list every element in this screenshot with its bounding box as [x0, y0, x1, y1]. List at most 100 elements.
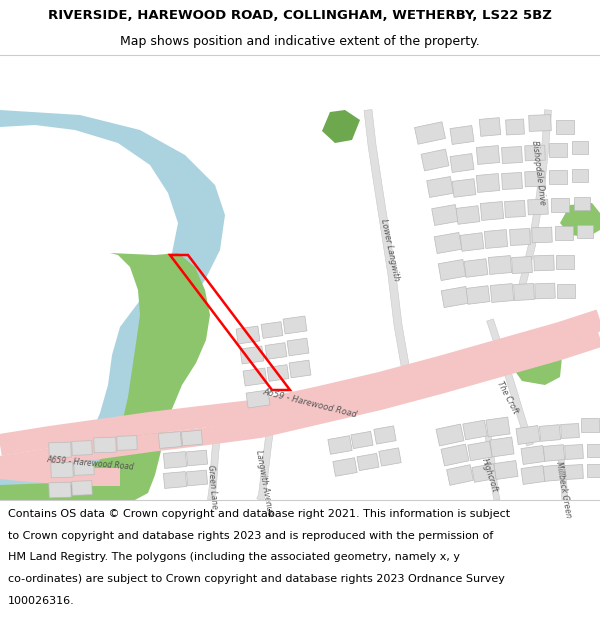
- Polygon shape: [557, 449, 568, 500]
- Polygon shape: [163, 452, 187, 468]
- Polygon shape: [94, 437, 116, 453]
- Polygon shape: [476, 174, 500, 192]
- Polygon shape: [289, 360, 311, 378]
- Polygon shape: [505, 201, 526, 217]
- Polygon shape: [544, 464, 565, 481]
- Polygon shape: [351, 431, 373, 449]
- Polygon shape: [560, 424, 580, 439]
- Polygon shape: [261, 322, 283, 338]
- Polygon shape: [374, 426, 396, 444]
- Polygon shape: [479, 118, 501, 136]
- Polygon shape: [556, 120, 574, 134]
- Polygon shape: [555, 226, 573, 240]
- Text: Green Lane: Green Lane: [206, 464, 218, 509]
- Text: RIVERSIDE, HAREWOOD ROAD, COLLINGHAM, WETHERBY, LS22 5BZ: RIVERSIDE, HAREWOOD ROAD, COLLINGHAM, WE…: [48, 9, 552, 22]
- Text: Contains OS data © Crown copyright and database right 2021. This information is : Contains OS data © Crown copyright and d…: [8, 509, 510, 519]
- Polygon shape: [486, 417, 510, 437]
- Text: The Croft: The Croft: [496, 379, 520, 415]
- Polygon shape: [450, 126, 474, 144]
- Polygon shape: [427, 176, 453, 198]
- Polygon shape: [549, 143, 567, 157]
- Polygon shape: [535, 283, 555, 299]
- Polygon shape: [487, 319, 533, 446]
- Polygon shape: [328, 436, 352, 454]
- Polygon shape: [516, 426, 540, 444]
- Text: Langwith Avenue: Langwith Avenue: [254, 449, 274, 516]
- Polygon shape: [525, 171, 545, 187]
- Text: Highcroft: Highcroft: [480, 457, 500, 493]
- Polygon shape: [74, 461, 94, 476]
- Polygon shape: [456, 206, 480, 224]
- Polygon shape: [434, 232, 462, 254]
- Polygon shape: [460, 232, 484, 251]
- Text: A659 - Harewood Road: A659 - Harewood Road: [46, 455, 134, 471]
- Polygon shape: [267, 364, 289, 381]
- Text: Map shows position and indicative extent of the property.: Map shows position and indicative extent…: [120, 35, 480, 48]
- Polygon shape: [240, 346, 264, 364]
- Text: Millbeck Green: Millbeck Green: [554, 461, 572, 519]
- Polygon shape: [72, 481, 92, 496]
- Polygon shape: [529, 114, 551, 131]
- Polygon shape: [158, 432, 182, 448]
- Polygon shape: [432, 204, 458, 226]
- Polygon shape: [187, 470, 208, 486]
- Text: Lower Langwith: Lower Langwith: [379, 218, 401, 282]
- Polygon shape: [502, 146, 523, 164]
- Text: A659 - Harewood Road: A659 - Harewood Road: [262, 387, 358, 419]
- Polygon shape: [450, 154, 474, 173]
- Text: Bishopdale Drive: Bishopdale Drive: [530, 140, 547, 206]
- Polygon shape: [512, 347, 562, 385]
- Polygon shape: [117, 436, 137, 451]
- Polygon shape: [490, 284, 514, 302]
- Text: co-ordinates) are subject to Crown copyright and database rights 2023 Ordnance S: co-ordinates) are subject to Crown copyr…: [8, 574, 505, 584]
- Polygon shape: [464, 259, 488, 278]
- Polygon shape: [514, 284, 535, 301]
- Polygon shape: [452, 179, 476, 198]
- Polygon shape: [572, 169, 588, 181]
- Polygon shape: [187, 450, 208, 466]
- Polygon shape: [51, 462, 73, 478]
- Polygon shape: [333, 458, 357, 476]
- Polygon shape: [572, 141, 588, 154]
- Polygon shape: [494, 461, 518, 479]
- Polygon shape: [528, 199, 548, 215]
- Polygon shape: [506, 119, 524, 135]
- Polygon shape: [549, 170, 567, 184]
- Polygon shape: [364, 109, 414, 386]
- Polygon shape: [560, 203, 600, 237]
- Polygon shape: [0, 461, 120, 486]
- Polygon shape: [0, 329, 600, 474]
- Polygon shape: [490, 437, 514, 457]
- Polygon shape: [581, 418, 599, 432]
- Polygon shape: [551, 198, 569, 212]
- Polygon shape: [481, 202, 503, 221]
- Polygon shape: [587, 464, 600, 476]
- Polygon shape: [466, 286, 490, 304]
- Polygon shape: [441, 286, 469, 308]
- Polygon shape: [243, 368, 267, 386]
- Polygon shape: [512, 256, 532, 274]
- Polygon shape: [574, 196, 590, 209]
- Polygon shape: [539, 424, 560, 441]
- Polygon shape: [208, 424, 221, 501]
- Polygon shape: [556, 255, 574, 269]
- Polygon shape: [49, 442, 71, 458]
- Polygon shape: [287, 338, 309, 356]
- Polygon shape: [517, 110, 551, 296]
- Polygon shape: [236, 326, 260, 344]
- Polygon shape: [577, 224, 593, 238]
- Polygon shape: [0, 253, 210, 500]
- Polygon shape: [565, 444, 583, 459]
- Polygon shape: [446, 464, 473, 486]
- Polygon shape: [49, 482, 71, 498]
- Polygon shape: [438, 259, 466, 281]
- Polygon shape: [72, 441, 92, 456]
- Polygon shape: [379, 448, 401, 466]
- Polygon shape: [0, 110, 225, 500]
- Polygon shape: [532, 227, 552, 243]
- Polygon shape: [0, 309, 600, 456]
- Polygon shape: [468, 441, 492, 461]
- Polygon shape: [415, 122, 445, 144]
- Polygon shape: [421, 149, 449, 171]
- Polygon shape: [441, 444, 469, 466]
